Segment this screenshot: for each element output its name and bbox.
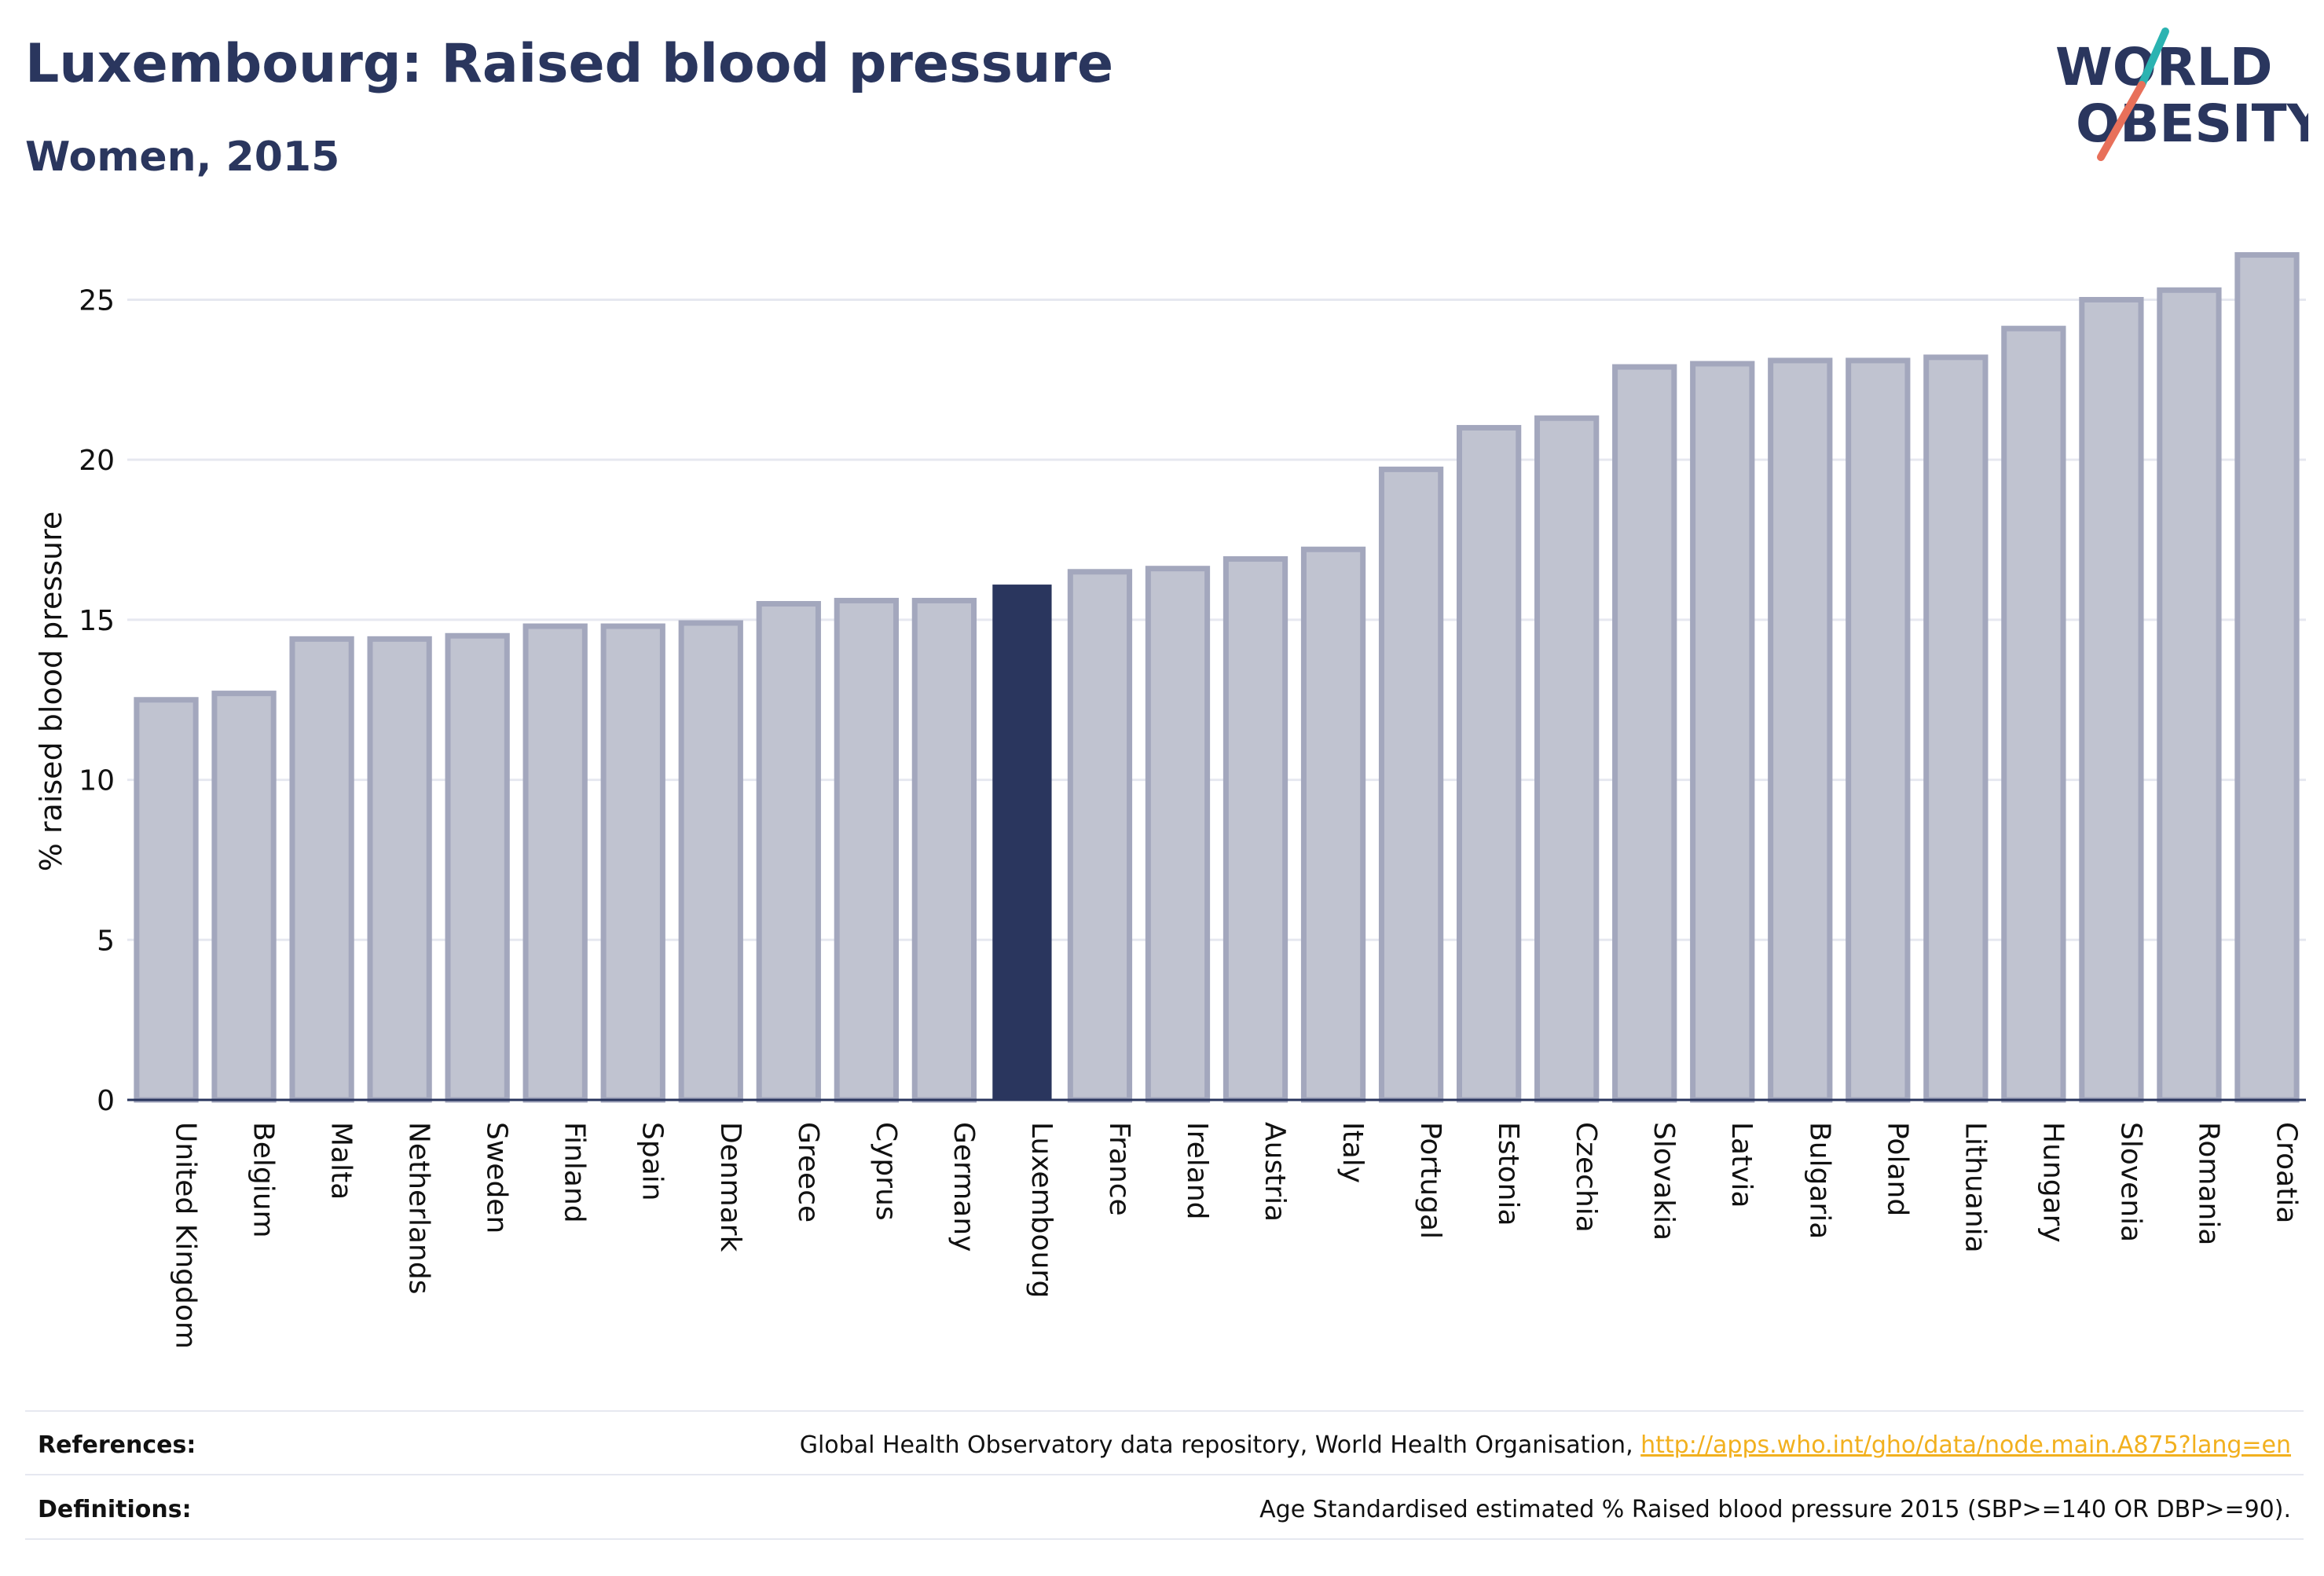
bar-spain <box>600 623 665 1103</box>
x-tick-label: Portugal <box>1414 1122 1446 1239</box>
y-axis-label: % raised blood pressure <box>34 511 68 872</box>
bar-latvia <box>1690 361 1755 1103</box>
definitions-label: Definitions: <box>38 1496 192 1523</box>
bar-lithuania <box>1923 354 1989 1103</box>
definitions-row: Definitions: Age Standardised estimated … <box>25 1479 2304 1541</box>
y-tick-label: 0 <box>97 1085 115 1117</box>
x-tick-label: United Kingdom <box>170 1122 202 1349</box>
bar-sweden <box>445 632 510 1103</box>
bar-slovenia <box>2079 296 2144 1103</box>
bar-czechia <box>1534 415 1600 1103</box>
bar-ireland <box>1145 566 1211 1103</box>
x-tick-label: Sweden <box>481 1122 513 1233</box>
x-tick-label: Slovakia <box>1648 1122 1680 1241</box>
bar-romania <box>2157 287 2222 1103</box>
divider <box>25 1538 2304 1540</box>
x-tick-label: Estonia <box>1492 1122 1524 1226</box>
bar-denmark <box>678 620 743 1103</box>
x-axis-ticks: United Kingdom Belgium Malta Netherlands Swe… <box>170 1122 2303 1349</box>
world-obesity-logo: WORLD OBESITY <box>2055 27 2308 161</box>
x-tick-label: Hungary <box>2036 1122 2069 1243</box>
chart-subtitle: Women, 2015 <box>25 134 340 181</box>
references-source: Global Health Observatory data repositor… <box>799 1431 1641 1459</box>
y-tick-label: 10 <box>79 765 115 797</box>
bar-luxembourg <box>992 585 1052 1100</box>
x-tick-label: Lithuania <box>1959 1122 1991 1253</box>
bar-austria <box>1222 555 1288 1103</box>
y-axis-ticks: 0 5 10 15 20 25 <box>79 284 115 1117</box>
x-tick-label: Poland <box>1881 1122 1913 1216</box>
bar-netherlands <box>367 636 432 1103</box>
bar-chart: 0 5 10 15 20 25 United Kingdom Belgium Malta Net… <box>34 251 2306 1349</box>
bar-germany <box>911 597 977 1103</box>
x-tick-label: Luxembourg <box>1025 1122 1058 1298</box>
x-tick-label: Germany <box>948 1122 980 1252</box>
x-tick-label: Romania <box>2192 1122 2224 1245</box>
bar-greece <box>756 601 821 1103</box>
divider <box>25 1410 2304 1412</box>
references-text: Global Health Observatory data repositor… <box>800 1431 2291 1459</box>
chart-title: Luxembourg: Raised blood pressure <box>25 33 1114 95</box>
logo-slash-coral <box>2097 81 2146 161</box>
bar-italy <box>1300 546 1366 1103</box>
y-tick-label: 15 <box>79 605 115 637</box>
definitions-text: Age Standardised estimated % Raised bloo… <box>1259 1496 2291 1523</box>
y-tick-label: 5 <box>97 925 115 957</box>
x-tick-label: Bulgaria <box>1803 1122 1835 1239</box>
x-tick-label: Austria <box>1259 1122 1291 1222</box>
y-tick-label: 25 <box>79 284 115 317</box>
bar-bulgaria <box>1768 357 1833 1103</box>
bar-poland <box>1846 357 1911 1103</box>
x-tick-label: Cyprus <box>870 1122 902 1221</box>
logo-line2: OBESITY <box>2076 93 2308 154</box>
x-tick-label: Netherlands <box>403 1122 435 1294</box>
bar-slovakia <box>1612 364 1677 1103</box>
divider <box>25 1474 2304 1475</box>
logo-slash-teal <box>2138 27 2169 89</box>
references-row: References: Global Health Observatory da… <box>25 1414 2304 1477</box>
bar-croatia <box>2234 251 2300 1103</box>
x-tick-label: Slovenia <box>2114 1122 2146 1242</box>
bars <box>134 251 2300 1103</box>
x-tick-label: Belgium <box>247 1122 280 1238</box>
logo-line1: WORLD <box>2055 37 2273 97</box>
bar-portugal <box>1378 466 1444 1103</box>
bar-france <box>1067 569 1133 1103</box>
x-tick-label: Finland <box>559 1122 591 1223</box>
bar-finland <box>522 623 588 1103</box>
references-label: References: <box>38 1431 196 1459</box>
x-tick-label: Latvia <box>1725 1122 1758 1208</box>
x-tick-label: France <box>1103 1122 1135 1216</box>
x-tick-label: Denmark <box>714 1122 746 1252</box>
bar-united-kingdom <box>134 697 199 1103</box>
references-link[interactable]: http://apps.who.int/gho/data/node.main.A… <box>1640 1431 2291 1459</box>
x-tick-label: Ireland <box>1181 1122 1213 1220</box>
x-tick-label: Italy <box>1336 1122 1369 1183</box>
x-tick-label: Czechia <box>1570 1122 1602 1233</box>
x-tick-label: Greece <box>792 1122 824 1222</box>
bar-belgium <box>211 691 277 1103</box>
bar-cyprus <box>834 597 899 1103</box>
x-tick-label: Croatia <box>2270 1122 2302 1223</box>
x-tick-label: Spain <box>636 1122 669 1201</box>
x-tick-label: Malta <box>325 1122 357 1200</box>
bar-hungary <box>2001 325 2066 1103</box>
bar-malta <box>289 636 354 1103</box>
bar-estonia <box>1456 424 1522 1103</box>
y-tick-label: 20 <box>79 445 115 477</box>
